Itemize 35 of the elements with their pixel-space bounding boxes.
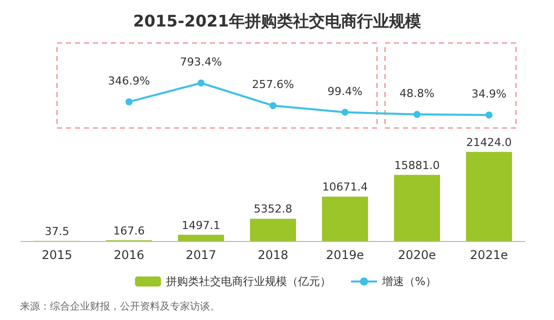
legend-label: 拼购类社交电商行业规模（亿元） [166, 275, 331, 288]
data-label: 167.6 [113, 224, 145, 238]
data-label: 99.4% [328, 84, 362, 98]
data-label: 5352.8 [254, 202, 292, 216]
x-tick-label: 2019e [326, 248, 364, 262]
data-label: 21424.0 [466, 136, 512, 149]
data-label: 48.8% [400, 86, 434, 100]
data-label: 793.4% [180, 56, 222, 68]
point [414, 110, 420, 118]
x-tick-label: 2016 [114, 248, 144, 262]
point [270, 102, 276, 110]
point [126, 98, 132, 106]
bar [466, 152, 512, 241]
point [486, 112, 492, 118]
chart-title: 2015-2021年拼购类社交电商行业规模 [133, 12, 421, 30]
point [342, 108, 348, 116]
data-label: 15881.0 [394, 158, 440, 172]
x-tick-label: 2015 [42, 248, 72, 262]
x-tick-label: 2017 [186, 248, 216, 262]
bar [178, 234, 224, 241]
data-label: 34.9% [472, 88, 506, 100]
legend-label: 增速（%） [381, 275, 436, 288]
x-tick-label: 2021e [470, 248, 508, 262]
bar [394, 174, 440, 241]
x-tick-label: 2020e [398, 248, 436, 262]
point [198, 80, 204, 86]
data-label: 37.5 [44, 224, 70, 238]
data-label: 10671.4 [322, 180, 368, 194]
data-label: 346.9% [108, 74, 150, 88]
source-note: 来源：综合企业财报，公开资料及专家访谈。 [20, 300, 220, 312]
bar [250, 218, 296, 241]
data-label: 257.6% [252, 78, 294, 92]
x-tick-label: 2018 [258, 248, 288, 262]
bar [322, 196, 368, 241]
data-label: 1497.1 [182, 218, 220, 232]
